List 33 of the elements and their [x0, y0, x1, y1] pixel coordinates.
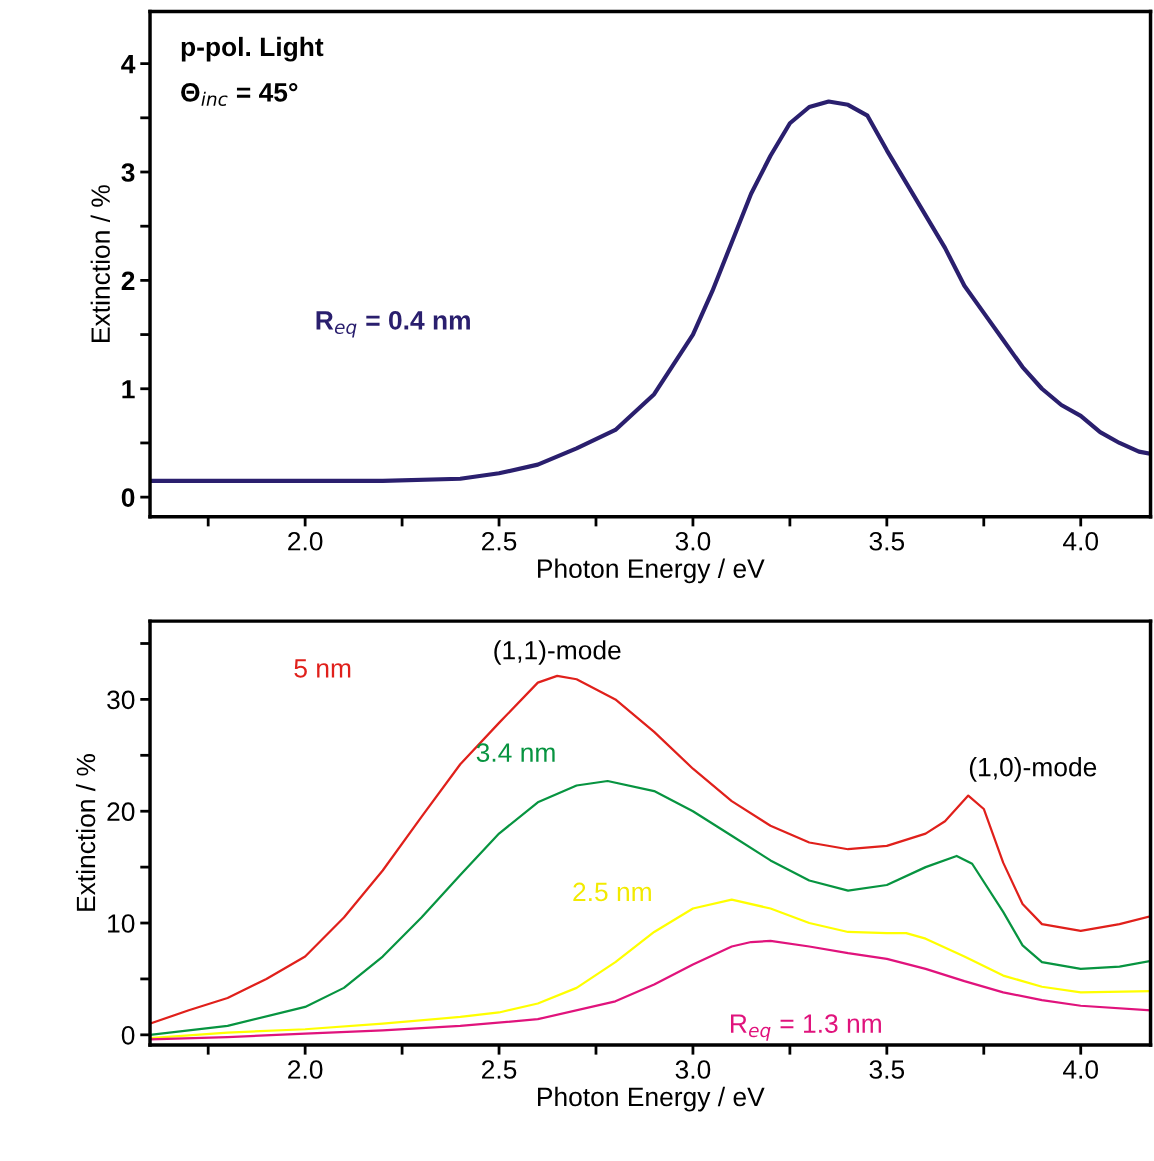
y-tick-label: 20: [107, 802, 135, 822]
y-tick-label: 0: [121, 1025, 135, 1045]
series-label: 2.5 nm: [573, 882, 651, 902]
x-tick-label: 3.0: [675, 1060, 711, 1079]
x-tick-label: 2.5: [482, 1060, 517, 1079]
x-axis-title: Photon Energy / eV: [538, 558, 765, 584]
x-axis-title: Photon Energy / eV: [538, 1086, 765, 1112]
text: 2.0: [288, 531, 323, 551]
text: 5 nm: [294, 659, 351, 678]
y-tick-label: 0: [121, 488, 135, 507]
x-tick-label: 3.5: [869, 1060, 905, 1079]
x-tick-label: 4.0: [1063, 531, 1099, 551]
x-tick-label: 2.5: [482, 531, 517, 551]
y-tick-label: 3: [121, 163, 135, 182]
x-tick-label: 3.5: [869, 531, 905, 551]
series-label: 3.4 nm: [476, 743, 555, 762]
annotation: p-pol. Light: [181, 36, 324, 62]
y-tick-label: 1: [122, 380, 135, 399]
y-axis-title: Extinction / %: [75, 754, 96, 911]
annotation: Θ$_{inc}$ = 45°: [181, 82, 298, 106]
x-tick-label: 3.0: [675, 531, 711, 551]
text: R$_{eq}$ = 1.3 nm: [730, 1014, 881, 1041]
y-tick-label: 4: [121, 55, 136, 74]
annotation: (1,1)-mode: [494, 640, 621, 665]
x-tick-label: 4.0: [1063, 1060, 1099, 1079]
line-series: [150, 939, 1151, 1041]
text: 2.0: [288, 1060, 323, 1079]
annotation: (1,0)-mode: [969, 757, 1097, 782]
y-tick-label: 2: [121, 271, 135, 290]
y-axis-title: Extinction / %: [90, 185, 110, 342]
text: R$_{eq}$ = 0.4 nm: [316, 311, 470, 338]
y-tick-label: 30: [107, 690, 135, 710]
y-tick-label: 10: [108, 914, 135, 933]
